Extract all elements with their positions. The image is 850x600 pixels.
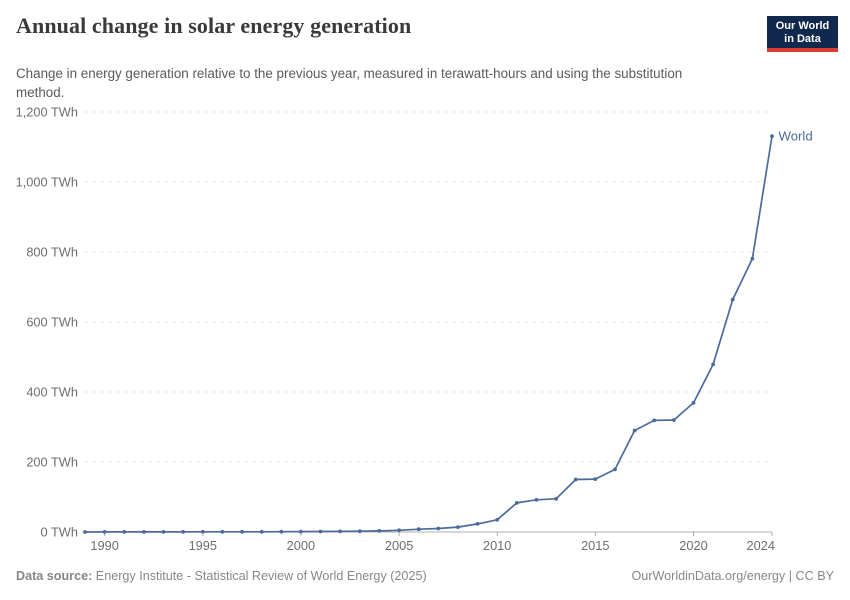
data-point — [338, 529, 343, 534]
x-tick-label: 2010 — [483, 538, 511, 553]
data-point — [672, 418, 676, 422]
data-point — [240, 529, 244, 534]
data-point — [200, 529, 205, 534]
data-point — [613, 467, 617, 472]
owid-logo-line2: in Data — [784, 32, 821, 45]
data-point — [730, 297, 735, 302]
owid-logo-line1: Our World — [775, 20, 830, 32]
data-point — [416, 527, 421, 532]
data-point — [711, 362, 715, 367]
data-point — [456, 525, 460, 529]
data-point — [181, 530, 186, 534]
data-point — [122, 530, 127, 534]
data-point — [397, 528, 401, 533]
data-source: Data source: Energy Institute - Statisti… — [16, 569, 427, 583]
data-point — [377, 529, 382, 533]
data-point — [573, 477, 578, 482]
license-note: OurWorldinData.org/energy | CC BY — [631, 569, 834, 583]
data-point — [161, 530, 166, 534]
page-title: Annual change in solar energy generation — [16, 13, 412, 38]
y-tick-label: 1,200 TWh — [16, 105, 78, 120]
x-tick-label: 2020 — [679, 538, 707, 553]
data-point — [318, 529, 323, 534]
data-source-text: Energy Institute - Statistical Review of… — [92, 569, 427, 583]
x-tick-label: 2024 — [747, 538, 775, 553]
y-tick-label: 200 TWh — [26, 455, 78, 470]
chart-footer: Data source: Energy Institute - Statisti… — [16, 569, 834, 583]
y-tick-label: 800 TWh — [26, 245, 78, 260]
chart-canvas: 0 TWh 200 TWh 400 TWh 600 TWh 800 TWh 1,000 T… — [16, 105, 813, 554]
data-point — [299, 529, 303, 534]
data-point — [259, 529, 264, 534]
data-point — [495, 517, 500, 522]
x-tick-label: 2005 — [385, 538, 413, 553]
data-point — [652, 418, 657, 423]
x-tick-label: 1995 — [189, 538, 217, 553]
series-end-label: World — [779, 129, 813, 144]
series-line-world — [84, 135, 773, 533]
data-point — [632, 428, 637, 433]
data-point — [593, 477, 598, 481]
y-tick-label: 400 TWh — [26, 385, 78, 400]
chart-subtitle: Change in energy generation relative to … — [16, 66, 683, 101]
data-point — [750, 256, 755, 261]
data-point — [83, 530, 87, 534]
data-point — [475, 522, 480, 526]
y-tick-label: 600 TWh — [26, 315, 78, 330]
owid-logo: Our World in Data — [767, 16, 838, 52]
y-tick-label: 1,000 TWh — [16, 175, 78, 190]
data-point — [102, 530, 107, 534]
x-tick-label: 2000 — [287, 538, 315, 553]
data-point — [514, 501, 519, 505]
data-point — [534, 497, 539, 502]
data-point — [436, 526, 441, 531]
data-point — [220, 529, 225, 534]
data-point — [554, 496, 558, 501]
data-source-label: Data source: — [16, 569, 93, 583]
data-point — [142, 530, 146, 534]
x-tick-label: 1990 — [90, 538, 118, 553]
data-point — [770, 134, 774, 138]
data-point — [279, 529, 284, 534]
data-point — [691, 401, 696, 405]
y-tick-label: 0 TWh — [41, 525, 78, 540]
x-tick-label: 2015 — [581, 538, 609, 553]
data-point — [357, 529, 362, 534]
